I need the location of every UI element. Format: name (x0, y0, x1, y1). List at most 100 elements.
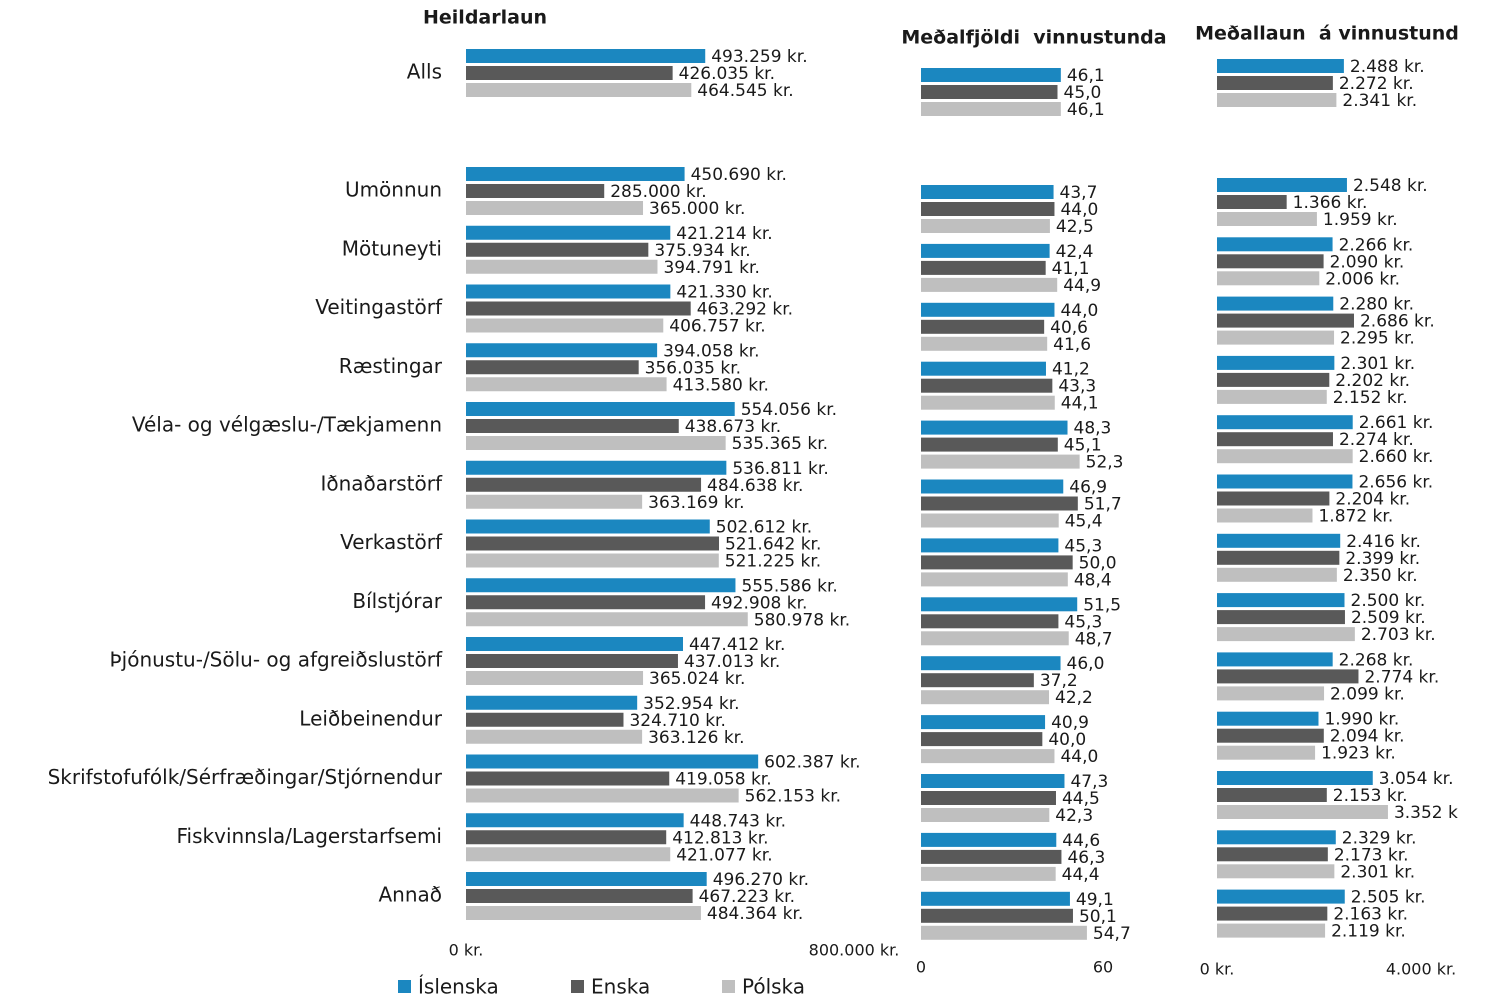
value-label: 406.757 kr. (669, 317, 765, 337)
value-label: 44,0 (1060, 747, 1098, 767)
value-label: 46,0 (1067, 654, 1105, 674)
bar (466, 536, 719, 551)
value-label: 41,2 (1052, 360, 1090, 380)
category-label: Umönnun (345, 178, 442, 202)
bar (466, 49, 706, 63)
value-label: 40,9 (1051, 713, 1089, 733)
value-label: 324.710 kr. (629, 711, 725, 731)
bar (1217, 415, 1353, 430)
value-label: 44,1 (1061, 394, 1099, 414)
bar (1217, 805, 1388, 819)
bar (921, 925, 1087, 940)
bar (466, 419, 679, 433)
value-label: 40,0 (1048, 730, 1086, 750)
value-label: 1.959 kr. (1323, 210, 1398, 230)
category-label: Skrifstofufólk/Sérfræðingar/Stjórnendur (48, 765, 443, 789)
value-label: 464.545 kr. (697, 81, 793, 101)
value-label: 46,1 (1067, 100, 1105, 120)
bar (1217, 254, 1324, 269)
bar (921, 791, 1056, 805)
value-label: 42,3 (1055, 806, 1093, 826)
bar (466, 595, 706, 610)
bar (466, 671, 644, 685)
bar (921, 243, 1050, 258)
value-label: 2.301 kr. (1340, 354, 1415, 374)
bar (921, 538, 1059, 553)
value-label: 1.990 kr. (1324, 710, 1399, 730)
value-label: 2.266 kr. (1339, 235, 1414, 255)
bar (466, 889, 693, 903)
bar (921, 774, 1065, 788)
bar (466, 847, 671, 862)
value-label: 51,7 (1084, 495, 1122, 515)
bar (1217, 533, 1341, 548)
bar (921, 690, 1050, 705)
bar (466, 654, 678, 668)
value-label: 285.000 kr. (610, 182, 706, 202)
value-label: 554.056 kr. (741, 400, 837, 420)
value-label: 2.416 kr. (1346, 532, 1421, 552)
value-label: 2.548 kr. (1353, 176, 1428, 196)
bar (1217, 567, 1337, 582)
value-label: 463.292 kr. (697, 300, 793, 320)
bar (921, 378, 1053, 393)
value-label: 1.923 kr. (1321, 744, 1396, 764)
bar (466, 402, 735, 416)
value-label: 51,5 (1083, 595, 1121, 615)
bar (1217, 449, 1353, 464)
value-label: 352.954 kr. (643, 694, 739, 714)
value-label: 2.268 kr. (1339, 650, 1414, 670)
value-label: 2.153 kr. (1333, 786, 1408, 806)
value-label: 43,7 (1060, 183, 1098, 203)
value-label: 44,4 (1062, 865, 1100, 885)
bar (1217, 923, 1326, 938)
bar (1217, 355, 1335, 370)
value-label: 42,5 (1056, 217, 1094, 237)
category-label: Ræstingar (339, 354, 443, 378)
legend-label: Íslenska (418, 975, 499, 999)
value-label: 2.099 kr. (1330, 684, 1405, 704)
value-label: 44,6 (1062, 831, 1100, 851)
value-label: 521.642 kr. (725, 535, 821, 555)
bar (1217, 550, 1340, 565)
value-label: 2.488 kr. (1350, 57, 1425, 77)
bar (921, 631, 1069, 646)
value-label: 47,3 (1070, 772, 1108, 792)
category-label: Mötuneyti (342, 236, 442, 260)
bar (921, 336, 1048, 351)
value-label: 2.163 kr. (1333, 905, 1408, 925)
bar (466, 712, 624, 727)
value-label: 2.280 kr. (1339, 295, 1414, 315)
bar (921, 866, 1056, 881)
bar (1217, 906, 1328, 921)
value-label: 49,1 (1076, 890, 1114, 910)
value-label: 496.270 kr. (713, 870, 809, 890)
bar (1217, 627, 1355, 642)
bar (921, 260, 1046, 275)
bar (1217, 652, 1333, 667)
chart-title: Heildarlaun (423, 7, 547, 29)
bar (466, 612, 748, 627)
bar (921, 277, 1058, 292)
value-label: 375.934 kr. (654, 241, 750, 261)
value-label: 1.872 kr. (1318, 507, 1393, 527)
bar (1217, 491, 1330, 506)
bar (921, 849, 1062, 864)
value-label: 40,6 (1050, 318, 1088, 338)
bar (921, 891, 1070, 906)
bar (466, 813, 684, 828)
value-label: 45,1 (1064, 436, 1102, 456)
value-label: 2.329 kr. (1342, 828, 1417, 848)
bar (921, 202, 1055, 216)
value-label: 44,5 (1062, 789, 1100, 809)
value-label: 45,4 (1065, 512, 1103, 532)
bar (921, 597, 1078, 612)
value-label: 2.152 kr. (1333, 388, 1408, 408)
value-label: 555.586 kr. (741, 576, 837, 596)
bar (921, 832, 1057, 847)
category-label: Véla- og vélgæslu-/Tækjamenn (132, 413, 442, 437)
bar (466, 377, 667, 392)
value-label: 421.330 kr. (676, 283, 772, 303)
bar (1217, 212, 1317, 226)
